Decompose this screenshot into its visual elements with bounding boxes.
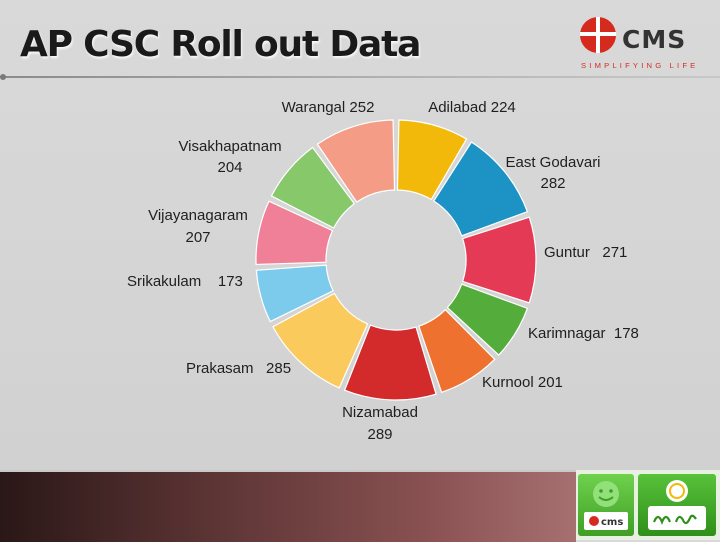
- slice-label-warangal: Warangal 252: [282, 99, 375, 116]
- slice-kurnool: [418, 308, 496, 394]
- slice-label-kurnool: Kurnool 201: [482, 374, 563, 391]
- slice-label-prakasam: Prakasam 285: [186, 360, 291, 377]
- cms-green-card: cms: [578, 474, 634, 536]
- slice-vijayanagaram: [255, 200, 334, 266]
- slice-label-visakhapatnam: Visakhapatnam 204: [178, 138, 281, 176]
- slice-east-godavari: [432, 141, 529, 237]
- slide-title: AP CSC Roll out Data: [20, 24, 421, 65]
- footer-band: [0, 470, 576, 542]
- cms-logo-tagline: SIMPLIFYING LIFE: [581, 61, 696, 70]
- slice-srikakulam: [255, 264, 334, 323]
- slice-label-east-godavari: East Godavari 282: [505, 154, 600, 192]
- slice-nizamabad: [343, 324, 437, 401]
- title-divider: [0, 74, 720, 80]
- cms-logo: CMS SIMPLIFYING LIFE: [580, 17, 696, 70]
- slice-label-adilabad: Adilabad 224: [428, 99, 516, 116]
- slice-label-srikakulam: Srikakulam 173: [127, 273, 243, 290]
- slice-guntur: [461, 216, 537, 304]
- cms-mini-wordmark: cms: [601, 517, 623, 528]
- slice-adilabad: [396, 119, 468, 201]
- slice-prakasam: [272, 292, 369, 389]
- slice-visakhapatnam: [270, 146, 356, 229]
- slice-label-vijayanagaram: Vijayanagaram 207: [148, 207, 248, 246]
- slice-label-nizamabad: Nizamabad 289: [342, 404, 418, 443]
- slice-karimnagar: [446, 283, 529, 356]
- slice-warangal: [316, 119, 396, 203]
- slice-label-guntur: Guntur 271: [544, 244, 627, 261]
- meeseva-green-card: [638, 474, 716, 536]
- meeseva-script-icon: [652, 514, 697, 525]
- cms-logo-wordmark: CMS: [622, 25, 686, 54]
- smiley-icon: [593, 481, 619, 507]
- donut-chart: Adilabad 224 East Godavari 282 Guntur 271 Ka…: [127, 99, 639, 443]
- slice-label-karimnagar: Karimnagar 178: [528, 325, 639, 342]
